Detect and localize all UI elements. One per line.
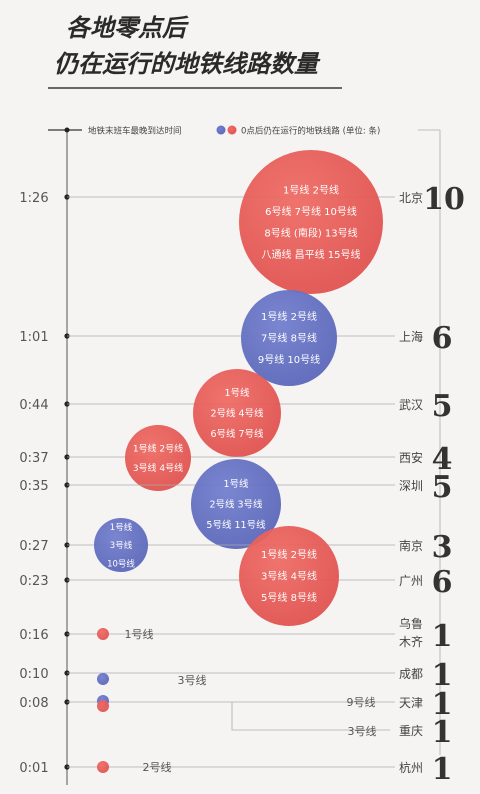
count-label: 1	[432, 752, 453, 787]
title-line-2: 仍在运行的地铁线路数量	[54, 49, 321, 78]
title-line-1: 各地零点后	[66, 13, 189, 42]
guide-line-chongqing	[231, 702, 390, 731]
bubble-line-label: 6号线 7号线	[210, 428, 264, 440]
time-tick-label: 1:26	[19, 191, 48, 206]
bubble-line-label: 10号线	[107, 558, 135, 569]
time-tick-label: 0:37	[19, 451, 48, 466]
bubble-line-label: 6号线 7号线 10号线	[265, 205, 357, 218]
legend-time-label: 地铁末班车最晚到达时间	[88, 126, 182, 137]
legend-lines-label: 0点后仍在运行的地铁线路 (单位: 条)	[241, 126, 380, 137]
bubble-line-label: 2号线 4号线	[210, 407, 264, 419]
small-line-label: 3号线	[178, 673, 207, 687]
bubble-line-label: 3号线	[110, 540, 133, 551]
bubble-line-label: 1号线 2号线	[133, 443, 183, 455]
bubble-0	[239, 150, 383, 294]
city-label: 西安	[399, 450, 423, 465]
count-label: 1	[432, 619, 453, 654]
count-label: 1	[432, 687, 453, 722]
bubble-line-label: 3号线 4号线	[261, 570, 317, 583]
bubble-line-label: 1号线	[224, 387, 250, 399]
bubble-line-label: 1号线 2号线	[261, 548, 317, 561]
city-label: 南京	[399, 538, 423, 553]
bubble-2	[193, 369, 281, 457]
time-tick-label: 0:08	[19, 696, 48, 711]
bubble-5	[94, 518, 148, 572]
city-label: 广州	[399, 574, 423, 588]
city-label: 上海	[399, 329, 423, 344]
city-label: 北京	[399, 191, 423, 205]
time-tick-label: 0:44	[19, 398, 48, 413]
count-label: 4	[432, 442, 453, 477]
bubble-line-label: 八通线 昌平线 15号线	[261, 248, 360, 261]
time-tick-label: 0:16	[19, 628, 48, 643]
small-line-label: 9号线	[347, 695, 376, 709]
small-line-label: 2号线	[143, 760, 172, 774]
city-label: 木齐	[399, 634, 423, 649]
bubble-line-label: 1号线	[110, 522, 133, 533]
bubble-line-label: 2号线 3号线	[209, 498, 263, 510]
time-tick-label: 0:35	[19, 479, 48, 494]
small-line-label: 3号线	[348, 724, 377, 738]
count-label: 1	[432, 658, 453, 693]
bubble-line-label: 5号线 11号线	[206, 519, 266, 531]
count-label: 6	[432, 321, 453, 356]
time-tick-label: 0:10	[19, 667, 48, 682]
bubble-10	[97, 700, 109, 712]
bubble-line-label: 5号线 8号线	[261, 591, 317, 604]
bubble-line-label: 1号线	[223, 478, 249, 490]
count-label: 5	[432, 389, 453, 424]
city-label: 成都	[399, 667, 423, 681]
city-label: 乌鲁	[399, 616, 423, 631]
legend-blue-swatch	[216, 125, 226, 135]
bubble-6	[239, 526, 339, 626]
bubble-8	[97, 673, 109, 685]
count-label: 1	[432, 715, 453, 750]
count-label: 5	[432, 470, 453, 505]
city-label: 天津	[399, 696, 423, 710]
bubble-line-label: 3号线 4号线	[133, 462, 183, 474]
legend-time-dot	[64, 127, 70, 133]
bubble-line-label: 1号线 2号线	[283, 183, 339, 196]
bubble-line-label: 9号线 10号线	[258, 353, 320, 366]
bubble-line-label: 7号线 8号线	[261, 332, 317, 345]
bubble-3	[125, 425, 191, 491]
bubble-1	[241, 290, 337, 386]
time-tick-label: 0:01	[19, 761, 48, 776]
count-label: 6	[432, 565, 453, 600]
count-label: 3	[432, 530, 453, 565]
legend-red-swatch	[227, 125, 237, 135]
time-tick-label: 0:27	[19, 539, 48, 554]
bubble-line-label: 1号线 2号线	[261, 310, 317, 323]
bubble-line-label: 8号线 (南段) 13号线	[264, 226, 357, 239]
bubble-7	[97, 628, 109, 640]
count-label: 10	[423, 182, 465, 217]
city-label: 重庆	[399, 724, 423, 738]
bubble-11	[97, 761, 109, 773]
city-label: 杭州	[399, 760, 423, 775]
small-line-label: 1号线	[125, 627, 154, 641]
city-label: 武汉	[399, 398, 423, 412]
bubble-4	[191, 459, 281, 549]
city-label: 深圳	[399, 479, 423, 493]
time-tick-label: 0:23	[19, 574, 48, 589]
time-tick-label: 1:01	[19, 330, 48, 345]
